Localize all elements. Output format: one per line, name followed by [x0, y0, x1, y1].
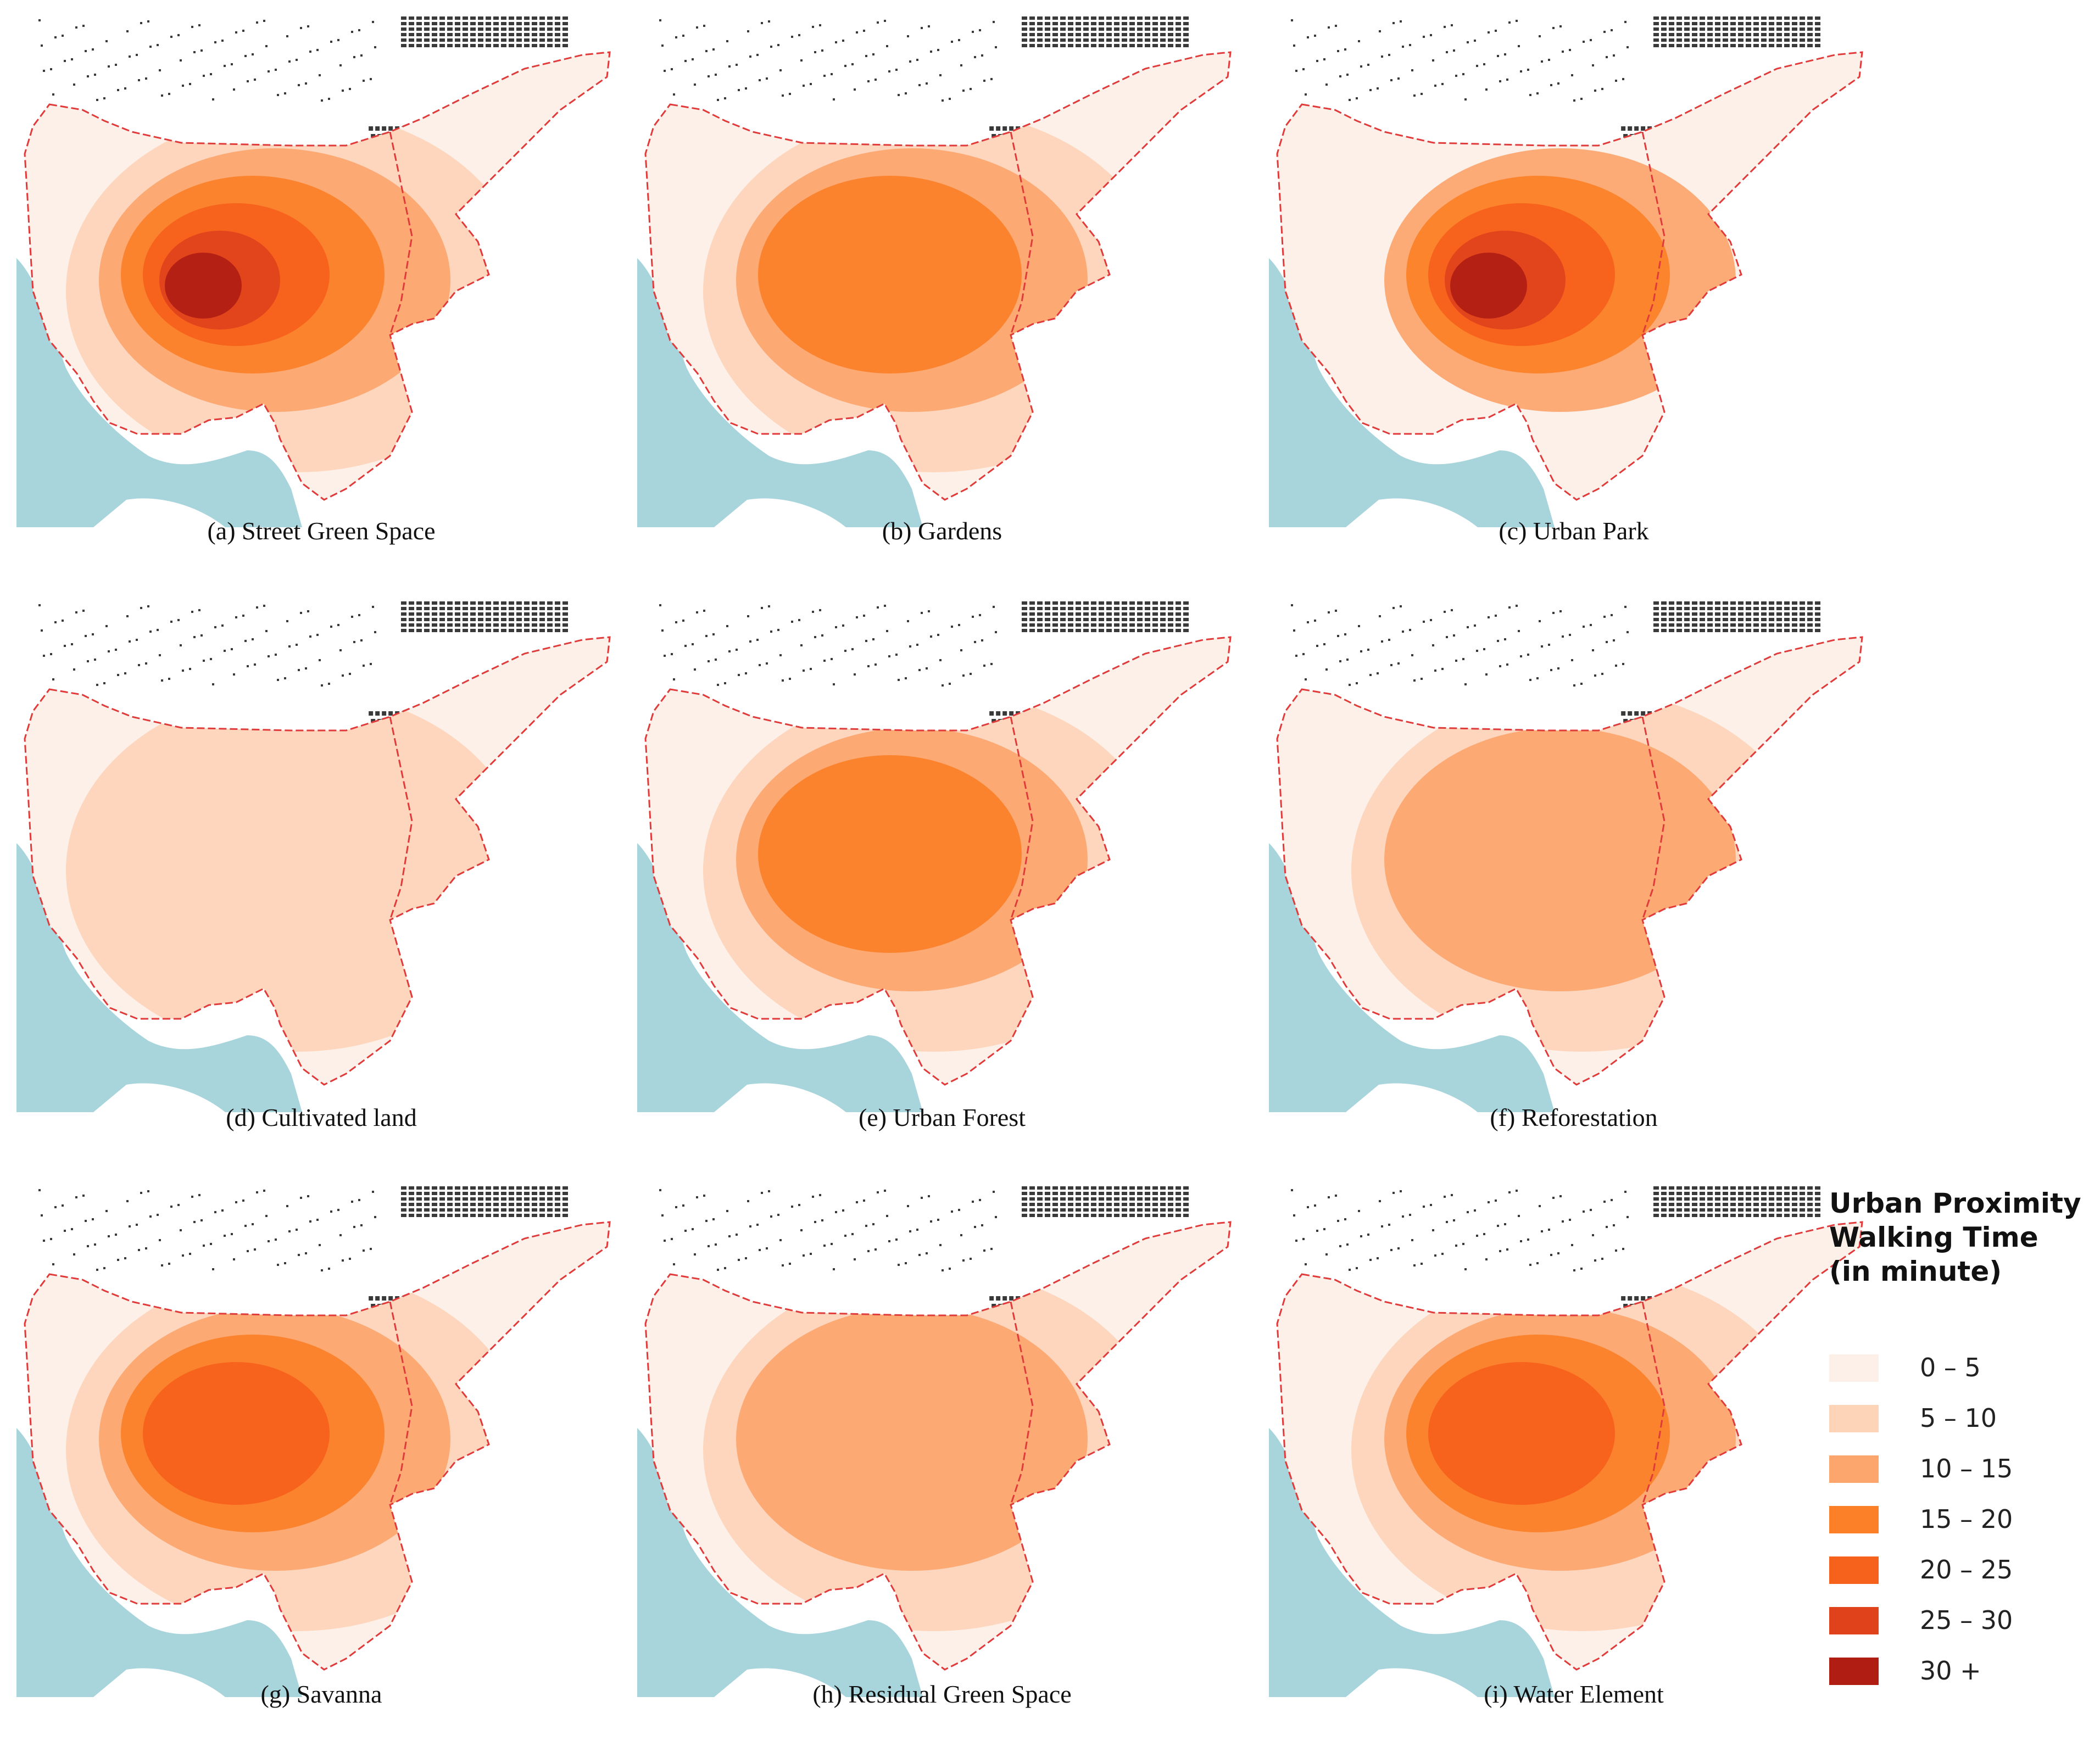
legend-label: 15 – 20: [1920, 1504, 2013, 1534]
walking-time-zone: [758, 176, 1022, 373]
water-body: [637, 843, 923, 1112]
walking-time-zone: [165, 253, 242, 319]
water-body: [16, 843, 302, 1112]
map-panel: (c) Urban Park: [1269, 16, 1879, 571]
legend-label: 20 – 25: [1920, 1555, 2013, 1584]
map-canvas: [16, 601, 611, 1112]
district-boundary: [1641, 131, 1665, 336]
legend-swatch: [1829, 1658, 1879, 1685]
walking-time-zone: [758, 755, 1022, 953]
map-panel: (d) Cultivated land: [16, 601, 626, 1156]
legend-label: 25 – 30: [1920, 1605, 2013, 1635]
legend-label: 30 +: [1920, 1656, 1981, 1686]
legend-class: 20 – 25: [1829, 1553, 2082, 1586]
legend-title-line: Urban Proximity: [1829, 1187, 2081, 1219]
study-area-boundary: [644, 636, 1232, 1086]
map-caption: (e) Urban Forest: [858, 1103, 1026, 1131]
legend-class: 15 – 20: [1829, 1503, 2082, 1536]
water-body: [1269, 258, 1555, 527]
map-panel: (b) Gardens: [637, 16, 1247, 571]
walking-time-zone: [736, 1307, 1088, 1571]
map-caption: (f) Reforestation: [1490, 1103, 1658, 1131]
map-canvas: [637, 601, 1232, 1112]
map-canvas: [1269, 16, 1863, 527]
walking-time-map: [1269, 1186, 1879, 1697]
map-panel: (i) Water Element: [1269, 1186, 1879, 1741]
map-panel: (h) Residual Green Space: [637, 1186, 1247, 1741]
district-boundary: [1010, 1301, 1034, 1505]
map-canvas: [637, 1186, 1232, 1697]
map-canvas: [1269, 601, 1863, 1112]
legend-swatch: [1829, 1506, 1879, 1533]
water-body: [637, 1428, 923, 1697]
district-boundary: [389, 716, 413, 920]
map-panel: (f) Reforestation: [1269, 601, 1879, 1156]
legend-swatch: [1829, 1354, 1879, 1382]
map-caption: (h) Residual Green Space: [812, 1680, 1072, 1708]
water-body: [16, 258, 302, 527]
study-area-boundary: [1276, 1221, 1863, 1671]
study-area-boundary: [1276, 636, 1863, 1086]
map-caption: (i) Water Element: [1484, 1680, 1664, 1708]
legend-class: 0 – 5: [1829, 1351, 2082, 1384]
walking-time-map: [637, 601, 1247, 1112]
walking-time-zone: [1450, 253, 1527, 319]
map-canvas: [16, 16, 611, 527]
legend-label: 5 – 10: [1920, 1403, 1997, 1433]
map-caption: (d) Cultivated land: [226, 1103, 417, 1131]
map-panel: (g) Savanna: [16, 1186, 626, 1741]
walking-time-zone: [1384, 728, 1736, 991]
walking-time-map: [1269, 601, 1879, 1112]
district-boundary: [389, 1301, 413, 1505]
study-area-boundary: [644, 1221, 1232, 1671]
study-area-boundary: [24, 51, 611, 501]
map-canvas: [16, 1186, 611, 1697]
walking-time-map: [16, 601, 626, 1112]
water-body: [1269, 843, 1555, 1112]
walking-time-map: [1269, 16, 1879, 527]
legend-label: 10 – 15: [1920, 1454, 2013, 1483]
district-boundary: [1010, 131, 1034, 336]
legend-class: 5 – 10: [1829, 1402, 2082, 1435]
walking-time-map: [637, 1186, 1247, 1697]
walking-time-map: [16, 1186, 626, 1697]
district-boundary: [1010, 716, 1034, 920]
district-boundary: [1641, 716, 1665, 920]
district-boundary: [389, 131, 413, 336]
district-boundary: [1641, 1301, 1665, 1505]
legend-title-line: Walking Time: [1829, 1221, 2038, 1253]
map-caption: (g) Savanna: [260, 1680, 382, 1708]
study-area-boundary: [24, 636, 611, 1086]
map-canvas: [637, 16, 1232, 527]
legend-swatch: [1829, 1607, 1879, 1634]
legend-swatch: [1829, 1556, 1879, 1584]
study-area-boundary: [24, 1221, 611, 1671]
map-caption: (b) Gardens: [882, 517, 1002, 545]
legend-class: 10 – 15: [1829, 1452, 2082, 1485]
walking-time-zone: [66, 689, 527, 1052]
legend-title-line: (in minute): [1829, 1256, 2002, 1287]
legend: Urban Proximity Walking Time (in minute)…: [1829, 1186, 2093, 1686]
map-panel: (e) Urban Forest: [637, 601, 1247, 1156]
water-body: [16, 1428, 302, 1697]
legend-class: 25 – 30: [1829, 1604, 2082, 1637]
walking-time-zone: [143, 1362, 330, 1505]
walking-time-map: [637, 16, 1247, 527]
study-area-boundary: [1276, 51, 1863, 501]
legend-class: 30 +: [1829, 1654, 2082, 1687]
map-canvas: [1269, 1186, 1863, 1697]
walking-time-map: [16, 16, 626, 527]
water-body: [1269, 1428, 1555, 1697]
walking-time-zone: [1428, 1362, 1615, 1505]
map-panel: (a) Street Green Space: [16, 16, 626, 571]
water-body: [637, 258, 923, 527]
map-caption: (a) Street Green Space: [207, 517, 436, 545]
legend-swatch: [1829, 1455, 1879, 1483]
legend-swatch: [1829, 1405, 1879, 1432]
map-caption: (c) Urban Park: [1499, 517, 1649, 545]
legend-label: 0 – 5: [1920, 1353, 1981, 1382]
legend-title: Urban Proximity Walking Time (in minute): [1829, 1186, 2093, 1288]
study-area-boundary: [644, 51, 1232, 501]
